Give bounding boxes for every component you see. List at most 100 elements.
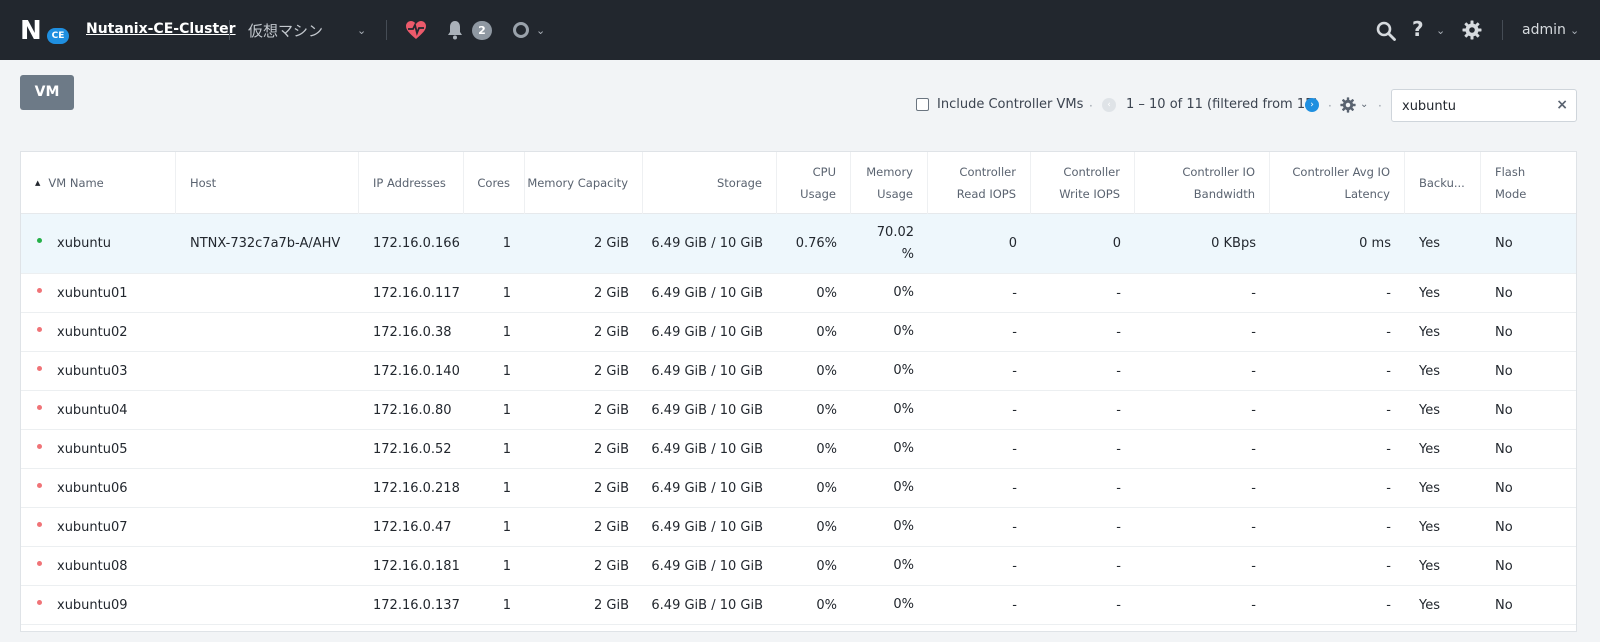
alert-count-badge[interactable]: 2	[472, 21, 492, 40]
memory-capacity-cell: 2 GiB	[593, 480, 629, 496]
vm-name-cell[interactable]: xubuntu08	[57, 558, 128, 574]
power-off-status-icon	[37, 600, 42, 605]
memory-capacity-cell: 2 GiB	[593, 236, 629, 251]
host-cell	[176, 508, 359, 546]
previous-page-icon[interactable]: ‹	[1102, 98, 1116, 112]
memory-capacity-cell: 2 GiB	[593, 519, 629, 535]
cores-cell: 1	[502, 519, 511, 535]
vm-name-cell[interactable]: xubuntu07	[57, 519, 128, 535]
task-status-icon[interactable]	[513, 22, 529, 38]
cluster-name-link[interactable]: Nutanix-CE-Cluster	[86, 21, 236, 37]
column-header-controller-avg-io-latency[interactable]: Controller Avg IO Latency	[1270, 152, 1405, 214]
power-off-status-icon	[37, 522, 42, 527]
table-header: ▲ VM Name Host IP Addresses Cores Memory…	[21, 152, 1576, 214]
cpu-usage-cell: 0%	[816, 558, 837, 574]
table-row[interactable]: xubuntu07 172.16.0.47 1 2 GiB 6.49 GiB / 10 …	[21, 508, 1576, 547]
column-header-ip-addresses[interactable]: IP Addresses	[359, 152, 464, 214]
memory-usage-cell: 0%	[893, 519, 914, 534]
chevron-down-icon[interactable]: ⌄	[1570, 24, 1580, 37]
chevron-down-icon[interactable]: ⌄	[536, 24, 546, 37]
table-row[interactable]: xubuntu09 172.16.0.137 1 2 GiB 6.49 GiB / 10…	[21, 586, 1576, 625]
cores-cell: 1	[502, 402, 511, 418]
vm-search-input[interactable]	[1402, 96, 1552, 116]
health-heart-icon[interactable]	[405, 20, 427, 40]
host-cell	[176, 274, 359, 312]
memory-usage-cell: 0%	[893, 480, 914, 495]
table-row[interactable]: xubuntu08 172.16.0.181 1 2 GiB 6.49 GiB / 10…	[21, 547, 1576, 586]
column-settings-gear-icon[interactable]	[1340, 97, 1356, 113]
column-header-memory-capacity[interactable]: Memory Capacity	[525, 152, 643, 214]
table-row[interactable]: xubuntu04 172.16.0.80 1 2 GiB 6.49 GiB / 10 …	[21, 391, 1576, 430]
column-header-backup[interactable]: Backu...	[1405, 152, 1481, 214]
vm-name-cell[interactable]: xubuntu02	[57, 324, 128, 340]
table-row[interactable]: xubuntu02 172.16.0.38 1 2 GiB 6.49 GiB / 10 …	[21, 313, 1576, 352]
include-cvm-checkbox[interactable]	[916, 98, 929, 111]
column-header-host[interactable]: Host	[176, 152, 359, 214]
vm-name-cell[interactable]: xubuntu01	[57, 285, 128, 301]
cores-cell: 1	[502, 236, 511, 251]
io-latency-cell: -	[1386, 363, 1391, 379]
help-icon[interactable]: ?	[1412, 17, 1424, 41]
table-row[interactable]: xubuntu05 172.16.0.52 1 2 GiB 6.49 GiB / 10 …	[21, 430, 1576, 469]
column-header-cores[interactable]: Cores	[464, 152, 525, 214]
flash-mode-cell: No	[1495, 236, 1513, 251]
read-iops-cell: -	[1012, 597, 1017, 613]
vm-create-button[interactable]: VM	[20, 75, 74, 110]
search-icon[interactable]	[1376, 21, 1396, 41]
table-row[interactable]: xubuntu06 172.16.0.218 1 2 GiB 6.49 GiB / 10…	[21, 469, 1576, 508]
column-header-controller-io-bandwidth[interactable]: Controller IO Bandwidth	[1135, 152, 1270, 214]
column-header-flash-mode[interactable]: Flash Mode	[1495, 165, 1527, 201]
separator-dot: ·	[1089, 99, 1093, 113]
host-cell	[176, 391, 359, 429]
vm-name-cell[interactable]: xubuntu05	[57, 441, 128, 457]
nutanix-logo[interactable]: N CE	[20, 18, 69, 44]
table-row[interactable]: xubuntu01 172.16.0.117 1 2 GiB 6.49 GiB / 10…	[21, 274, 1576, 313]
write-iops-cell: -	[1116, 324, 1121, 340]
cpu-usage-cell: 0%	[816, 441, 837, 457]
io-bandwidth-cell: -	[1251, 285, 1256, 301]
bell-icon[interactable]	[446, 20, 464, 40]
read-iops-cell: 0	[1008, 236, 1017, 251]
storage-cell: 6.49 GiB / 10 GiB	[651, 236, 763, 251]
read-iops-cell: -	[1012, 441, 1017, 457]
column-header-controller-write-iops[interactable]: Controller Write IOPS	[1031, 152, 1135, 214]
divider	[386, 20, 387, 40]
chevron-down-icon[interactable]: ⌄	[1360, 99, 1369, 110]
backup-cell: Yes	[1419, 558, 1440, 574]
write-iops-cell: -	[1116, 285, 1121, 301]
flash-mode-cell: No	[1495, 480, 1513, 496]
vm-name-cell[interactable]: xubuntu	[57, 236, 111, 251]
include-cvm-toggle[interactable]: Include Controller VMs	[916, 97, 1083, 112]
table-row[interactable]: xubuntu NTNX-732c7a7b-A/AHV 172.16.0.166 1 2…	[21, 214, 1576, 274]
vm-name-cell[interactable]: xubuntu04	[57, 402, 128, 418]
flash-mode-cell: No	[1495, 558, 1513, 574]
column-header-memory-usage[interactable]: Memory Usage	[851, 152, 928, 214]
cores-cell: 1	[502, 597, 511, 613]
vm-name-cell[interactable]: xubuntu09	[57, 597, 128, 613]
column-header-controller-read-iops[interactable]: Controller Read IOPS	[928, 152, 1031, 214]
next-page-icon[interactable]: ›	[1305, 98, 1319, 112]
user-menu[interactable]: admin	[1522, 22, 1566, 38]
io-bandwidth-cell: 0 KBps	[1211, 236, 1256, 251]
read-iops-cell: -	[1012, 402, 1017, 418]
vm-name-cell[interactable]: xubuntu03	[57, 363, 128, 379]
vm-name-cell[interactable]: xubuntu06	[57, 480, 128, 496]
vm-search-box[interactable]: ×	[1391, 89, 1577, 122]
ip-address-cell: 172.16.0.38	[373, 324, 452, 340]
backup-cell: Yes	[1419, 324, 1440, 340]
column-header-cpu-usage[interactable]: CPU Usage	[777, 152, 851, 214]
view-selector[interactable]: 仮想マシン	[248, 22, 324, 40]
power-off-status-icon	[37, 444, 42, 449]
column-header-storage[interactable]: Storage	[643, 152, 777, 214]
clear-search-icon[interactable]: ×	[1556, 97, 1568, 113]
column-header-vm-name[interactable]: ▲ VM Name	[21, 152, 176, 214]
cores-cell: 1	[502, 324, 511, 340]
chevron-down-icon[interactable]: ⌄	[1436, 24, 1446, 37]
flash-mode-cell: No	[1495, 597, 1513, 613]
gear-icon[interactable]	[1462, 20, 1482, 40]
chevron-down-icon[interactable]: ⌄	[357, 24, 367, 37]
host-cell	[176, 430, 359, 468]
ip-address-cell: 172.16.0.140	[373, 363, 460, 379]
table-row[interactable]: xubuntu03 172.16.0.140 1 2 GiB 6.49 GiB / 10…	[21, 352, 1576, 391]
io-latency-cell: 0 ms	[1359, 236, 1391, 251]
